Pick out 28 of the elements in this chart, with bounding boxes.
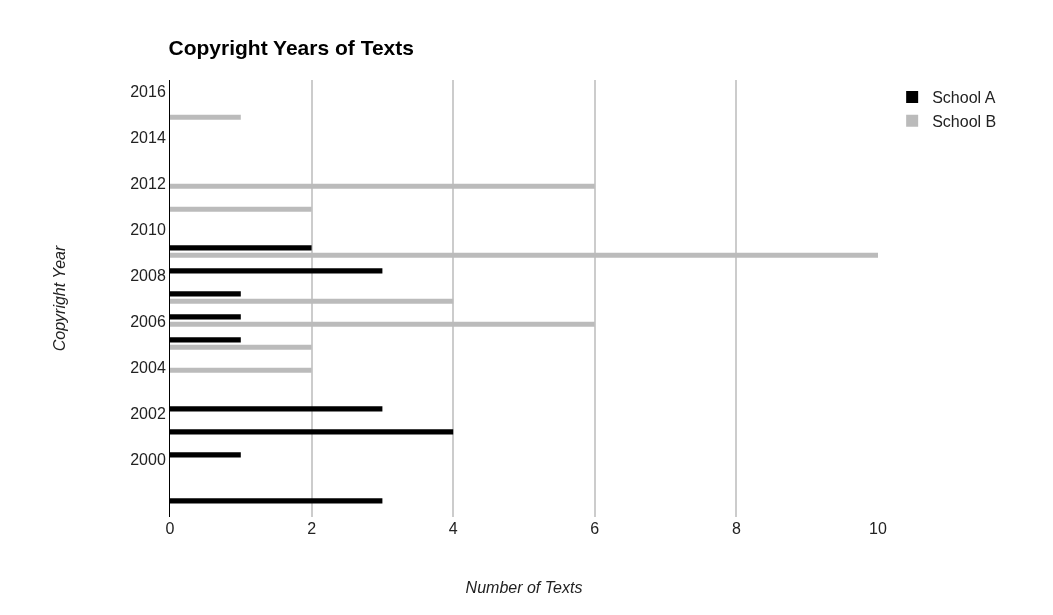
bar <box>170 206 312 212</box>
x-tick-label: 2 <box>307 520 317 537</box>
bar <box>170 321 595 327</box>
y-axis-title: Copyright Year <box>51 245 69 352</box>
legend-label: School B <box>932 112 997 130</box>
y-tick-label: 2010 <box>130 221 166 239</box>
bar <box>170 252 878 258</box>
chart-title: Copyright Years of Texts <box>168 35 414 59</box>
bar <box>170 367 312 373</box>
bar <box>170 114 241 120</box>
y-tick-label: 2002 <box>130 405 166 423</box>
x-tick-label: 8 <box>731 520 741 537</box>
x-tick-label: 0 <box>165 520 175 537</box>
y-tick-label: 2016 <box>130 83 166 101</box>
x-tick-label: 10 <box>869 520 887 537</box>
legend-label: School A <box>932 89 996 107</box>
x-tick-label: 6 <box>590 520 600 537</box>
y-tick-label: 2006 <box>130 313 166 331</box>
y-tick-label: 2008 <box>130 267 166 285</box>
y-tick-label: 2012 <box>130 175 166 193</box>
x-tick-label: 4 <box>448 520 458 537</box>
bar <box>170 298 454 304</box>
y-tick-label: 2014 <box>130 129 166 147</box>
bar <box>170 183 595 189</box>
y-tick-label: 2004 <box>130 359 166 377</box>
y-tick-label: 2000 <box>130 451 166 469</box>
x-axis-title: Number of Texts <box>465 578 583 596</box>
bar <box>170 344 312 350</box>
